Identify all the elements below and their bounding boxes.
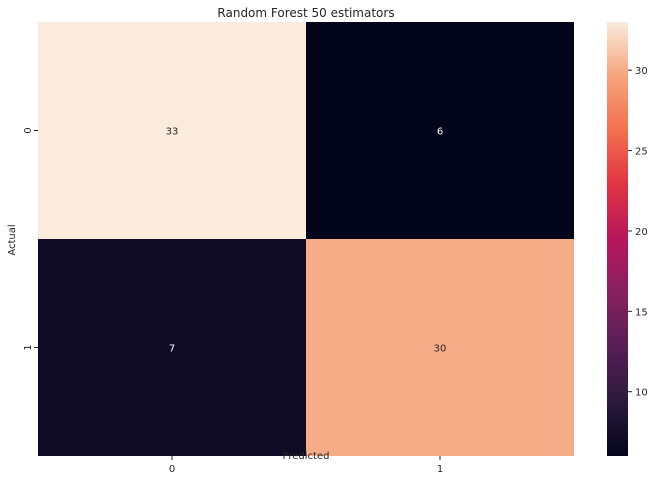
y-tick-label: 0: [23, 127, 34, 133]
y-axis: 01: [23, 127, 38, 351]
heatmap-cell: [38, 22, 306, 239]
x-tick-label: 1: [437, 464, 443, 475]
chart-title: Random Forest 50 estimators: [217, 6, 394, 20]
heatmap-cell: [38, 239, 306, 456]
colorbar-tick-label: 20: [635, 227, 648, 238]
colorbar-tick-label: 25: [635, 147, 648, 158]
x-tick-label: 0: [169, 464, 175, 475]
colorbar-ticks: 10 15 20 25 30: [628, 66, 648, 399]
colorbar: [607, 22, 628, 456]
cell-value-label: 33: [166, 127, 179, 138]
heatmap-cells: 33 6 7 30: [38, 22, 574, 456]
y-axis-label: Actual: [7, 224, 18, 255]
cell-value-label: 6: [437, 127, 443, 138]
colorbar-tick-label: 30: [635, 66, 648, 77]
x-axis-label: Predicted: [283, 451, 330, 462]
cell-value-label: 30: [434, 344, 447, 355]
cell-value-label: 7: [169, 344, 175, 355]
colorbar-tick-label: 10: [635, 388, 648, 399]
heatmap-cell: [306, 22, 574, 239]
heatmap-cell: [306, 239, 574, 456]
colorbar-tick-label: 15: [635, 307, 648, 318]
y-tick-label: 1: [23, 344, 34, 350]
